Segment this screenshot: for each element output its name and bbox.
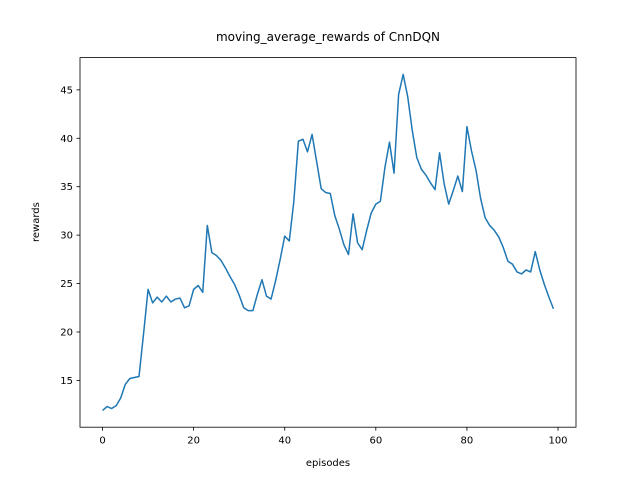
y-tick-label: 15 <box>60 376 73 387</box>
x-tick-label: 0 <box>99 436 105 447</box>
x-tick-label: 20 <box>187 436 200 447</box>
chart-title: moving_average_rewards of CnnDQN <box>215 30 441 44</box>
x-tick-label: 60 <box>369 436 382 447</box>
y-tick-label: 25 <box>60 279 73 290</box>
y-tick-label: 20 <box>60 327 73 338</box>
x-tick-label: 80 <box>461 436 474 447</box>
x-tick-label: 40 <box>278 436 291 447</box>
y-tick-label: 30 <box>60 231 73 242</box>
y-tick-label: 35 <box>60 182 73 193</box>
axes-spines <box>79 57 577 428</box>
y-tick-label: 45 <box>60 85 73 96</box>
x-tick-label: 100 <box>548 436 567 447</box>
x-axis-label: episodes <box>305 458 351 469</box>
data-line <box>102 73 555 412</box>
y-tick-label: 40 <box>60 134 73 145</box>
